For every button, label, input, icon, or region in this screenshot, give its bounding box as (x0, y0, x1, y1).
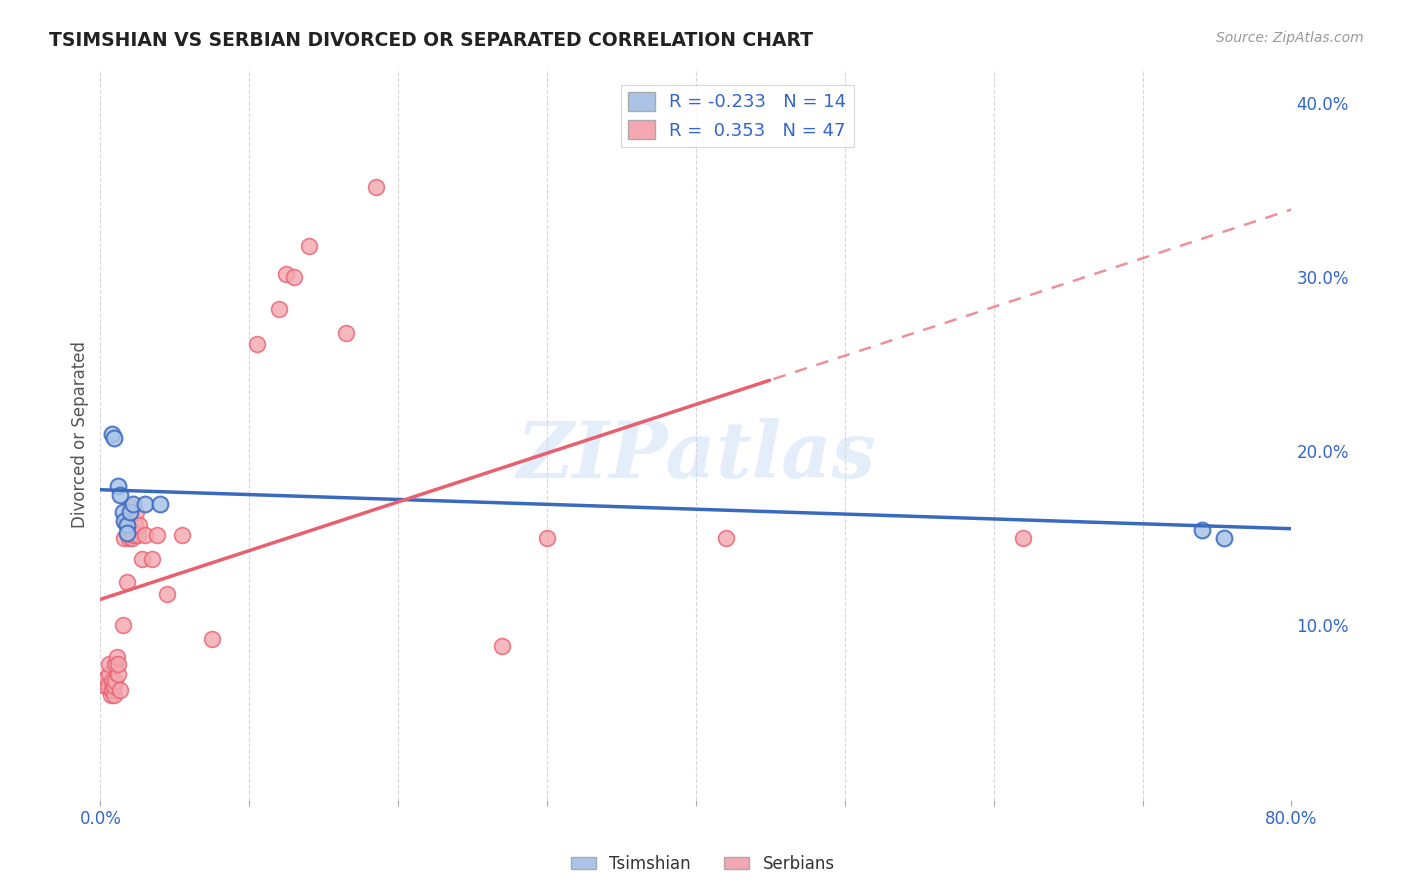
Point (112, 514, 135, 528)
Point (1213, 532, 1236, 546)
Point (122, 497, 145, 511)
Point (115, 574, 138, 589)
Point (98, 667, 121, 681)
Text: ZIPatlas: ZIPatlas (516, 417, 876, 494)
Point (103, 688, 125, 702)
Point (107, 479, 129, 493)
Point (107, 667, 129, 681)
Point (120, 500, 142, 515)
Point (121, 532, 143, 546)
Point (115, 526, 138, 541)
Point (125, 505, 148, 519)
Point (267, 301, 290, 316)
Point (276, 267, 298, 281)
Point (97, 679, 120, 693)
Point (100, 688, 122, 702)
Point (98, 657, 121, 671)
Text: Source: ZipAtlas.com: Source: ZipAtlas.com (1216, 31, 1364, 45)
Point (101, 427, 124, 442)
Point (156, 587, 179, 601)
Point (491, 640, 513, 654)
Point (128, 517, 150, 532)
Point (141, 552, 163, 566)
Point (108, 682, 131, 697)
Point (1012, 532, 1035, 546)
Point (201, 632, 224, 647)
Point (246, 336, 269, 351)
Point (536, 532, 558, 546)
Point (1191, 523, 1213, 537)
Legend: R = -0.233   N = 14, R =  0.353   N = 47: R = -0.233 N = 14, R = 0.353 N = 47 (620, 85, 853, 147)
Point (111, 505, 134, 519)
Point (104, 657, 127, 671)
Point (298, 239, 321, 253)
Point (283, 270, 305, 285)
Point (108, 488, 131, 502)
Point (111, 618, 134, 632)
Point (107, 657, 129, 671)
Point (146, 528, 169, 542)
Point (120, 505, 142, 519)
Point (127, 528, 149, 542)
Point (117, 532, 139, 546)
Point (114, 514, 136, 528)
Point (149, 497, 172, 511)
Point (96, 671, 118, 685)
Point (120, 523, 142, 537)
Point (103, 430, 125, 444)
Point (101, 674, 124, 689)
Point (104, 674, 127, 689)
Legend: Tsimshian, Serbians: Tsimshian, Serbians (564, 848, 842, 880)
Point (364, 179, 387, 194)
Point (131, 552, 153, 566)
Text: TSIMSHIAN VS SERBIAN DIVORCED OR SEPARATED CORRELATION CHART: TSIMSHIAN VS SERBIAN DIVORCED OR SEPARAT… (49, 31, 813, 50)
Point (122, 528, 145, 542)
Point (94, 679, 117, 693)
Point (134, 528, 156, 542)
Y-axis label: Divorced or Separated: Divorced or Separated (72, 341, 89, 527)
Point (101, 682, 124, 697)
Point (335, 326, 357, 340)
Point (124, 517, 146, 532)
Point (112, 532, 135, 546)
Point (105, 649, 128, 664)
Point (714, 532, 737, 546)
Point (134, 497, 156, 511)
Point (103, 679, 125, 693)
Point (115, 517, 138, 532)
Point (172, 528, 194, 542)
